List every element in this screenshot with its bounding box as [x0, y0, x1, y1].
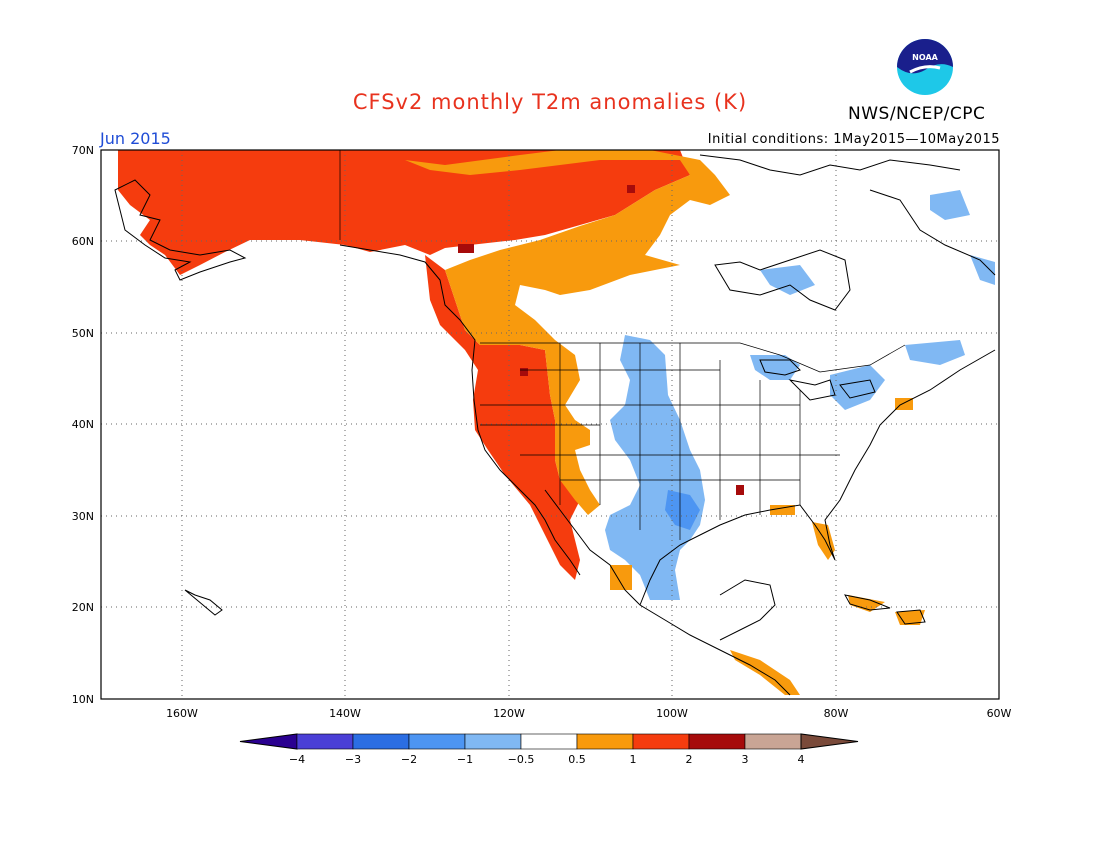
- lon-axis-labels: 160W 140W 120W 100W 80W 60W: [166, 707, 1011, 720]
- colorbar-tick-label: 0.5: [568, 753, 586, 766]
- anomaly-baja: [610, 565, 632, 590]
- colorbar-tick-label: −0.5: [508, 753, 535, 766]
- colorbar-tick-label: 2: [686, 753, 693, 766]
- lat-label: 30N: [72, 510, 94, 523]
- anomaly-great-plains-core: [665, 490, 700, 530]
- anomaly-gulf: [770, 505, 795, 515]
- anomaly-caribbean: [895, 610, 925, 625]
- colorbar-segment: [352, 733, 410, 750]
- anomaly-labrador: [930, 190, 970, 220]
- lon-label: 60W: [987, 707, 1012, 720]
- colorbar-segment: [408, 733, 466, 750]
- colorbar-tick-label: −3: [345, 753, 361, 766]
- colorbar-segment: [520, 733, 578, 750]
- colorbar-tick-label: −2: [401, 753, 417, 766]
- colorbar-tick-label: 4: [798, 753, 805, 766]
- lat-label: 50N: [72, 327, 94, 340]
- coastlines: [114, 154, 996, 696]
- anomaly-hotspot: [520, 368, 528, 376]
- lon-label: 140W: [329, 707, 361, 720]
- forecast-month: Jun 2015: [100, 129, 171, 148]
- lat-label: 60N: [72, 235, 94, 248]
- lon-label: 80W: [824, 707, 849, 720]
- anomaly-interior-west: [405, 150, 730, 515]
- chart-title: CFSv2 monthly T2m anomalies (K): [352, 90, 748, 114]
- anomaly-quebec: [970, 255, 995, 285]
- anomaly-hotspot: [458, 244, 474, 253]
- colorbar-tick-label: 3: [742, 753, 749, 766]
- lon-label: 100W: [656, 707, 688, 720]
- colorbar-segment: [744, 733, 802, 750]
- colorbar-segment: [464, 733, 522, 750]
- colorbar-tick-label: 1: [630, 753, 637, 766]
- anomaly-alaska-yukon: [118, 150, 690, 275]
- colorbar-arrow-low: [239, 733, 298, 750]
- lat-label: 40N: [72, 418, 94, 431]
- political-borders: [339, 150, 906, 540]
- anomaly-central-america: [730, 650, 800, 695]
- colorbar-segment: [576, 733, 634, 750]
- colorbar-arrow-high: [800, 733, 859, 750]
- lat-label: 70N: [72, 144, 94, 157]
- anomaly-caribbean: [848, 595, 885, 612]
- logo-text: NOAA: [912, 53, 938, 62]
- map-frame: [100, 149, 1000, 700]
- lat-label: 10N: [72, 693, 94, 706]
- noaa-logo: NOAA: [897, 39, 953, 95]
- lon-label: 120W: [493, 707, 525, 720]
- lon-label: 160W: [166, 707, 198, 720]
- anomaly-pacific-coast: [425, 255, 580, 580]
- colorbar-tick-label: −4: [289, 753, 305, 766]
- anomaly-great-lakes: [905, 340, 965, 365]
- anomaly-florida: [812, 522, 835, 560]
- anomaly-hudson: [760, 265, 815, 295]
- anomaly-hotspot: [736, 485, 744, 495]
- colorbar-segment: [688, 733, 746, 750]
- initial-conditions: Initial conditions: 1May2015—10May2015: [707, 132, 1000, 147]
- colorbar-segment: [632, 733, 690, 750]
- agency-label: NWS/NCEP/CPC: [848, 104, 986, 124]
- anomaly-hotspot: [627, 185, 635, 193]
- colorbar-segment: [296, 733, 354, 750]
- anomaly-great-lakes: [830, 365, 885, 410]
- lat-axis-labels: 70N 60N 50N 40N 30N 20N 10N: [72, 144, 94, 706]
- lat-label: 20N: [72, 601, 94, 614]
- colorbar-tick-label: −1: [457, 753, 473, 766]
- colorbar: −4 −3 −2 −1 −0.5 0.5 1 2 3 4: [239, 733, 859, 766]
